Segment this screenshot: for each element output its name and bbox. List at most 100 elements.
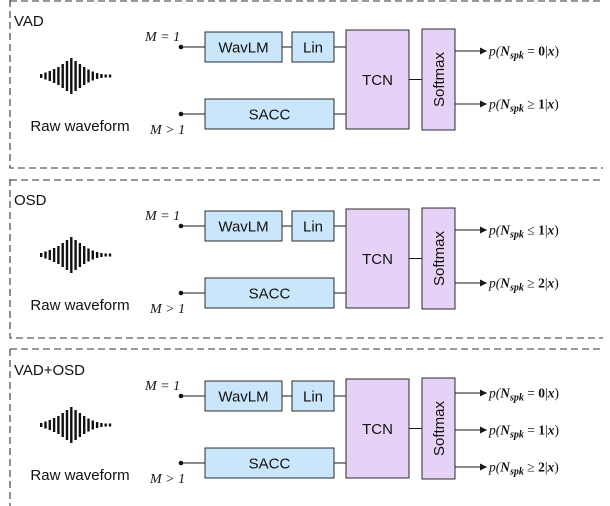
waveform-bar: [108, 423, 112, 427]
waveform-bar: [78, 64, 82, 88]
output-label: p(Nspk = 0|x): [488, 44, 559, 62]
panel-title: VAD: [14, 13, 44, 30]
raw-waveform-label: Raw waveform: [30, 297, 129, 314]
output-term: x: [547, 223, 555, 238]
waveform-bar: [91, 71, 94, 81]
softmax-block: [421, 28, 456, 131]
waveform-bar: [95, 73, 99, 79]
softmax-block: [421, 377, 456, 480]
output-term: spk: [509, 283, 524, 294]
output-count: 1: [538, 97, 545, 112]
output-term: ): [554, 386, 559, 401]
waveform-bar: [95, 422, 99, 428]
panel-border: [9, 0, 603, 169]
softmax-label: Softmax: [431, 230, 448, 286]
output-relation: ≥: [524, 460, 538, 475]
waveform-bar: [70, 237, 73, 273]
output-term: N: [499, 223, 511, 238]
waveform-bar: [57, 67, 60, 85]
output-term: ): [554, 223, 559, 238]
output-label: p(Nspk ≥ 1|x): [488, 97, 559, 115]
output-term: spk: [509, 393, 524, 404]
waveform-bar: [65, 410, 69, 440]
waveform-bar: [100, 74, 103, 78]
mic-count-multi: M > 1: [149, 123, 185, 138]
waveform-bar: [91, 250, 94, 260]
output-count: 0: [538, 386, 545, 401]
output-relation: ≥: [524, 276, 538, 291]
output-relation: ≤: [524, 223, 538, 238]
output-term: spk: [509, 467, 524, 478]
waveform-bar: [48, 71, 51, 81]
mic-count-multi: M > 1: [149, 472, 185, 487]
mic-count-single: M = 1: [144, 379, 180, 394]
output-term: |: [545, 44, 548, 59]
wavlm-label: WavLM: [218, 40, 268, 57]
output-relation: =: [524, 386, 538, 401]
output-term: |: [545, 97, 548, 112]
output-term: spk: [509, 51, 524, 62]
waveform-bar: [57, 416, 60, 434]
panel-title: OSD: [14, 192, 47, 209]
softmax-block: [421, 207, 456, 310]
mic-count-multi: M > 1: [149, 302, 185, 317]
output-term: ): [554, 276, 559, 291]
waveform-bar: [78, 243, 82, 267]
output-term: N: [499, 97, 511, 112]
sacc-block: [204, 98, 335, 130]
panel-vad: VAD Raw waveform M = 1 M > 1 WavLM Lin SACC TCN…: [9, 0, 603, 169]
output-term: N: [499, 276, 511, 291]
output-term: p(: [488, 386, 502, 401]
output-term: ): [554, 97, 559, 112]
output-term: x: [547, 423, 555, 438]
waveform-bar: [87, 248, 90, 262]
lin-label: Lin: [303, 219, 323, 236]
tcn-block: [345, 378, 410, 479]
sacc-label: SACC: [249, 107, 291, 124]
output-term: spk: [509, 230, 524, 241]
sacc-label: SACC: [249, 286, 291, 303]
waveform-bar: [57, 246, 60, 264]
raw-waveform-label: Raw waveform: [30, 467, 129, 484]
output-count: 2: [538, 276, 545, 291]
waveform-bar: [108, 74, 112, 78]
waveform-bar: [52, 69, 56, 83]
output-term: p(: [488, 460, 502, 475]
lin-block: [291, 31, 335, 63]
waveform-bar: [104, 74, 107, 78]
waveform-bar: [44, 421, 47, 429]
wavlm-block: [204, 31, 283, 63]
waveform-bar: [52, 418, 56, 432]
output-count: 1: [538, 223, 545, 238]
output-term: x: [547, 97, 555, 112]
waveform-bar: [100, 253, 103, 257]
output-term: ): [554, 460, 559, 475]
sacc-block: [204, 277, 335, 309]
waveform-bar: [74, 410, 77, 440]
output-term: p(: [488, 44, 502, 59]
waveform-bar: [83, 416, 86, 434]
waveform-icon: [40, 58, 112, 94]
waveform-bar: [100, 423, 103, 427]
output-label: p(Nspk ≤ 1|x): [488, 223, 559, 241]
waveform-bar: [83, 246, 86, 264]
tcn-block: [345, 29, 410, 130]
waveform-bar: [87, 69, 90, 83]
output-term: x: [547, 460, 555, 475]
softmax-label: Softmax: [431, 400, 448, 456]
waveform-bar: [61, 64, 64, 88]
mic-count-single: M = 1: [144, 209, 180, 224]
waveform-bar: [65, 61, 69, 91]
output-term: x: [547, 276, 555, 291]
waveform-bar: [91, 420, 94, 430]
output-term: |: [545, 460, 548, 475]
waveform-bar: [108, 253, 112, 257]
tcn-label: TCN: [362, 72, 393, 89]
lin-label: Lin: [303, 40, 323, 57]
waveform-bar: [104, 253, 107, 257]
output-term: p(: [488, 276, 502, 291]
waveform-bar: [48, 420, 51, 430]
output-term: N: [499, 423, 511, 438]
tcn-block: [345, 208, 410, 309]
